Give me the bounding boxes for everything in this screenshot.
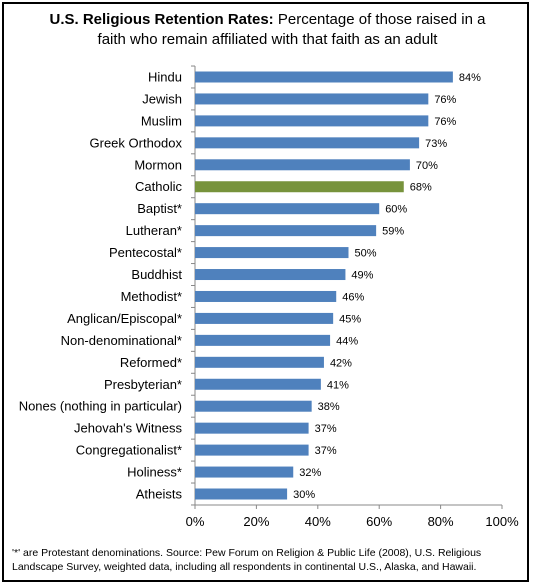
bar [195,466,294,478]
data-label: 41% [327,379,349,391]
data-label: 44% [336,335,358,347]
category-label: Lutheran* [126,223,182,238]
category-label: Atheists [136,487,183,502]
data-label: 37% [315,445,337,457]
footnote-line1: '*' are Protestant denominations. Source… [12,547,482,559]
category-label: Baptist* [137,201,182,216]
data-label: 46% [342,291,364,303]
chart-title-line2: faith who remain affiliated with that fa… [97,31,438,48]
category-label: Buddhist [131,267,182,282]
bar [195,422,309,434]
bar [195,400,312,412]
bar [195,312,334,324]
bar [195,444,309,456]
bar [195,225,377,237]
bar [195,378,321,390]
data-label: 30% [293,489,315,501]
data-label: 76% [434,94,456,106]
footnote-line2: Landscape Survey, weighted data, includi… [12,561,477,573]
chart-title: U.S. Religious Retention Rates: Percenta… [10,10,525,50]
category-label: Non-denominational* [61,333,182,348]
data-label: 49% [351,270,373,282]
bar [195,488,288,500]
bar [195,71,453,83]
data-label: 73% [425,138,447,150]
bar [195,290,337,302]
bar [195,247,349,259]
category-label: Nones (nothing in particular) [19,399,182,414]
data-label: 70% [416,160,438,172]
footnote: '*' are Protestant denominations. Source… [12,546,527,574]
bar [195,159,410,171]
category-label: Jehovah's Witness [74,421,182,436]
bar [195,115,429,127]
data-label: 59% [382,226,404,238]
chart-title-bold: U.S. Religious Retention Rates: [49,11,274,28]
category-label: Muslim [141,113,182,128]
data-label: 68% [410,182,432,194]
bar [195,181,404,193]
category-label: Pentecostal* [109,245,182,260]
data-label: 84% [459,72,481,84]
category-label: Reformed* [120,355,182,370]
category-label: Anglican/Episcopal* [67,311,182,326]
category-label: Methodist* [121,289,182,304]
data-label: 38% [318,401,340,413]
x-tick-label: 20% [243,514,269,529]
category-label: Congregationalist* [76,443,182,458]
data-label: 42% [330,357,352,369]
bar [195,269,346,281]
category-label: Catholic [135,179,182,194]
bar [195,356,324,368]
bar [195,203,380,215]
x-tick-label: 40% [305,514,331,529]
category-label: Hindu [148,70,182,85]
data-label: 32% [299,467,321,479]
data-label: 50% [355,248,377,260]
bar [195,137,420,149]
chart-title-rest: Percentage of those raised in a [273,11,486,28]
data-label: 76% [434,116,456,128]
category-label: Jewish [142,91,182,106]
data-label: 37% [315,423,337,435]
x-tick-label: 80% [428,514,454,529]
x-tick-label: 60% [366,514,392,529]
x-tick-label: 100% [485,514,519,529]
category-label: Holiness* [127,465,182,480]
bar [195,93,429,105]
category-label: Mormon [134,157,182,172]
category-label: Greek Orthodox [90,135,183,150]
category-label: Presbyterian* [104,377,182,392]
data-label: 60% [385,204,407,216]
data-label: 45% [339,313,361,325]
x-tick-label: 0% [186,514,205,529]
bar [195,334,331,346]
